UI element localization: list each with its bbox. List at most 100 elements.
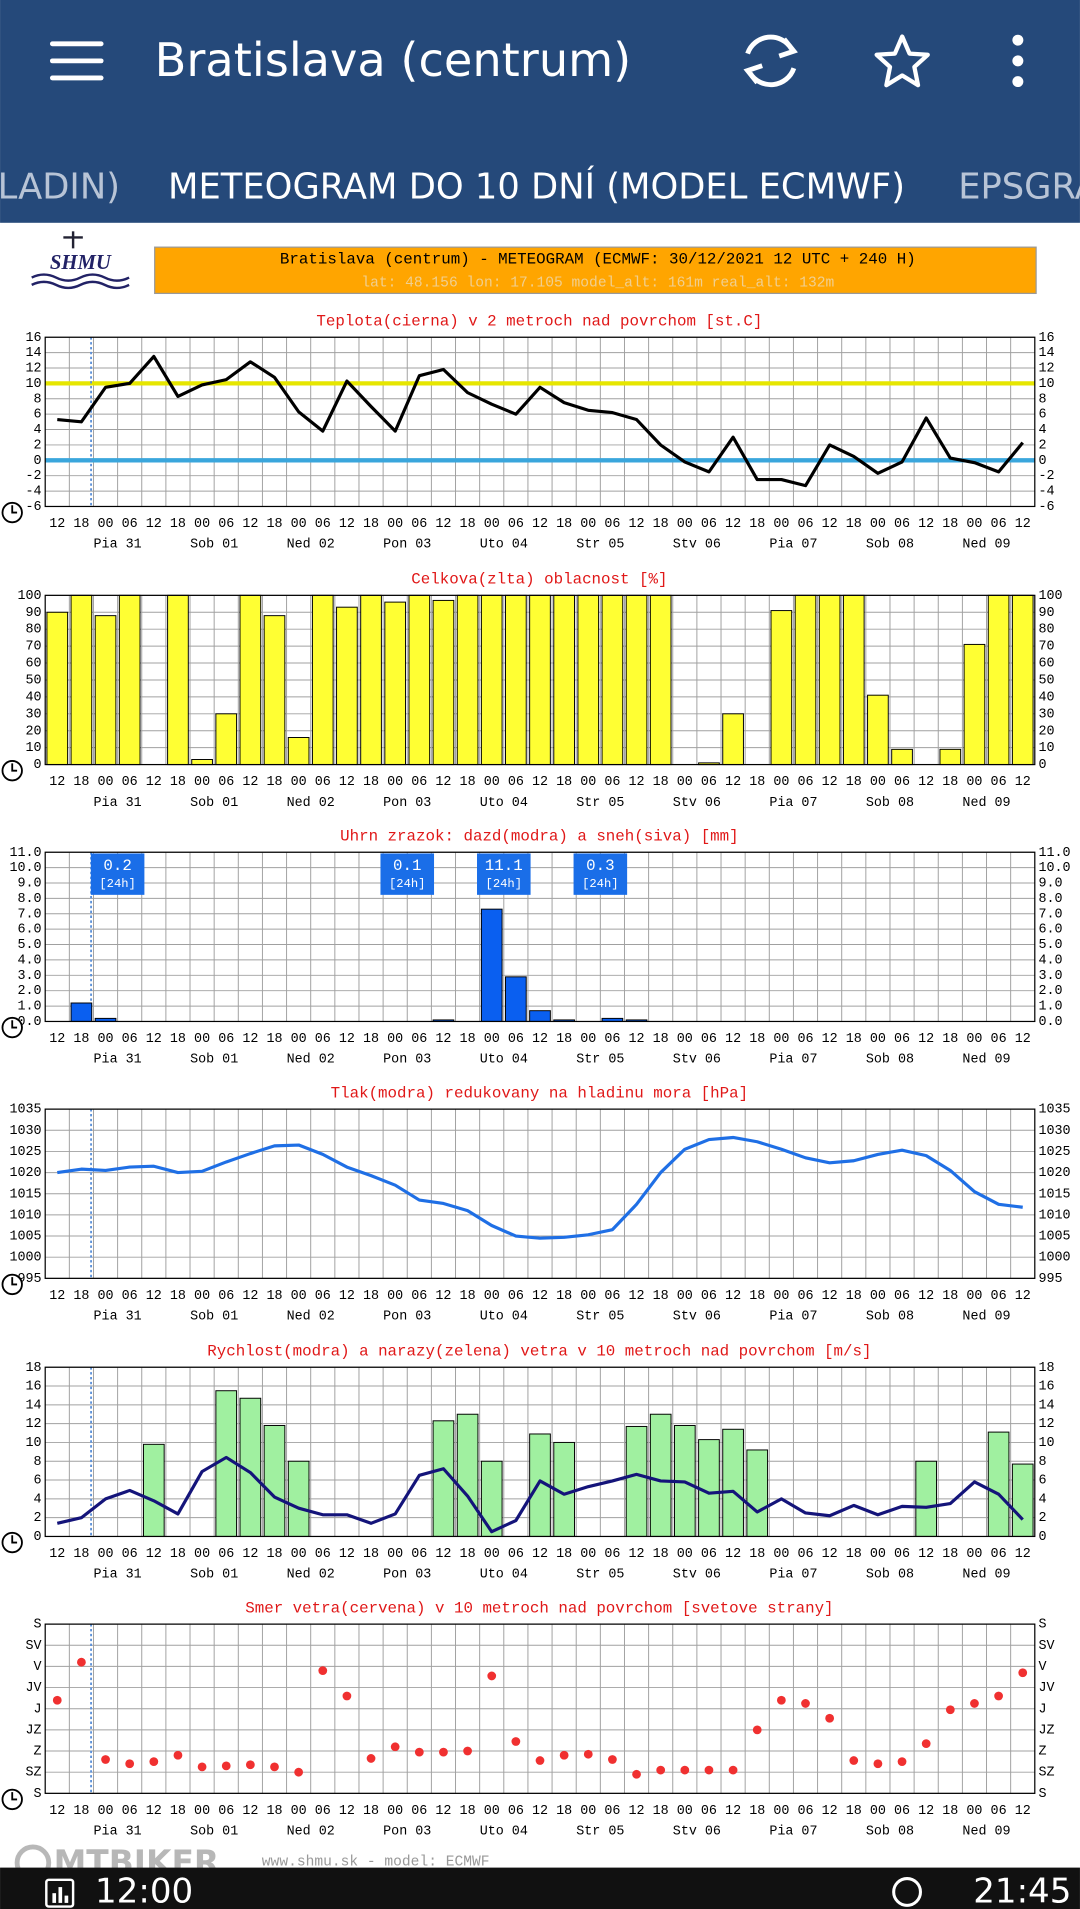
x-tick-label: 12 bbox=[532, 1032, 548, 1047]
x-tick-label: 06 bbox=[218, 1289, 234, 1304]
x-tick-label: 00 bbox=[677, 517, 693, 532]
tab-active[interactable]: METEOGRAM DO 10 DNÍ (MODEL ECMWF) bbox=[168, 166, 905, 208]
y-tick-label-right: 40 bbox=[1038, 690, 1054, 705]
x-tick-label: 12 bbox=[629, 775, 645, 790]
x-tick-label: 12 bbox=[435, 517, 451, 532]
bar bbox=[505, 594, 527, 766]
y-tick-label-right: 0 bbox=[1038, 758, 1046, 773]
x-tick-label: 06 bbox=[508, 1032, 524, 1047]
x-tick-label: 18 bbox=[653, 1547, 669, 1562]
bar bbox=[649, 1413, 672, 1537]
y-tick-label-right: 100 bbox=[1038, 589, 1062, 604]
chart-title: Smer vetra(cervena) v 10 metroch nad pov… bbox=[245, 1599, 833, 1617]
x-tick-label: 12 bbox=[242, 517, 258, 532]
y-tick-label: 18 bbox=[25, 1361, 41, 1376]
x-tick-label: 00 bbox=[484, 517, 500, 532]
x-tick-label: 06 bbox=[411, 1804, 427, 1819]
y-tick-label: SV bbox=[25, 1639, 41, 1654]
x-tick-label: 06 bbox=[604, 1547, 620, 1562]
bar bbox=[480, 594, 503, 766]
y-tick-label-right: 90 bbox=[1038, 606, 1054, 621]
x-tick-label: 18 bbox=[653, 1804, 669, 1819]
tab[interactable]: LADIN) bbox=[0, 167, 120, 208]
bar bbox=[553, 594, 575, 766]
x-tick-label: 18 bbox=[460, 775, 476, 790]
point bbox=[970, 1699, 979, 1708]
day-label: Ned 09 bbox=[962, 1568, 1010, 1583]
x-tick-label: 06 bbox=[315, 1804, 331, 1819]
y-tick-label: V bbox=[34, 1660, 42, 1675]
x-tick-label: 18 bbox=[749, 517, 765, 532]
x-tick-label: 06 bbox=[991, 775, 1007, 790]
x-tick-label: 18 bbox=[363, 775, 379, 790]
y-tick-label-right: 1010 bbox=[1038, 1208, 1070, 1223]
daily-total-unit: [24h] bbox=[99, 877, 135, 891]
y-tick-label-right: 7.0 bbox=[1038, 907, 1062, 922]
y-tick-label-right: S bbox=[1038, 1618, 1046, 1633]
x-tick-label: 12 bbox=[242, 775, 258, 790]
x-tick-label: 00 bbox=[870, 775, 886, 790]
refresh-button[interactable] bbox=[743, 34, 798, 88]
x-tick-label: 06 bbox=[122, 1804, 138, 1819]
x-tick-label: 12 bbox=[822, 517, 838, 532]
x-tick-label: 12 bbox=[435, 775, 451, 790]
x-tick-label: 00 bbox=[870, 1547, 886, 1562]
x-tick-label: 18 bbox=[73, 775, 89, 790]
x-tick-label: 06 bbox=[604, 1804, 620, 1819]
y-tick-label-right: J bbox=[1038, 1702, 1046, 1717]
x-tick-label: 12 bbox=[918, 1289, 934, 1304]
x-tick-label: 00 bbox=[677, 1547, 693, 1562]
x-tick-label: 18 bbox=[170, 517, 186, 532]
x-tick-label: 12 bbox=[49, 1289, 65, 1304]
bar bbox=[867, 694, 889, 766]
x-tick-label: 00 bbox=[291, 1289, 307, 1304]
y-tick-label: 10.0 bbox=[9, 861, 41, 876]
x-tick-label: 18 bbox=[460, 1289, 476, 1304]
x-tick-label: 06 bbox=[894, 1547, 910, 1562]
point bbox=[197, 1762, 207, 1772]
day-label: Str 05 bbox=[576, 796, 624, 811]
menu-button[interactable] bbox=[49, 41, 104, 81]
x-tick-label: 18 bbox=[846, 1289, 862, 1304]
tab[interactable]: EPSGRA bbox=[958, 167, 1080, 208]
chart-title: Teplota(cierna) v 2 metroch nad povrchom… bbox=[316, 313, 762, 331]
daily-total-unit: [24h] bbox=[582, 877, 618, 891]
more-button[interactable] bbox=[1012, 34, 1024, 88]
x-tick-label: 00 bbox=[966, 517, 982, 532]
y-tick-label-right: 1020 bbox=[1038, 1166, 1070, 1181]
y-tick-label-right: 0.0 bbox=[1038, 1015, 1062, 1030]
day-label: Uto 04 bbox=[480, 1825, 528, 1840]
y-tick-label: 6 bbox=[34, 408, 42, 423]
y-tick-label: 30 bbox=[25, 707, 41, 722]
y-tick-label-right: 6 bbox=[1038, 408, 1046, 423]
x-tick-label: 00 bbox=[387, 517, 403, 532]
bar bbox=[70, 594, 93, 766]
x-tick-label: 12 bbox=[242, 1032, 258, 1047]
y-tick-label: 11.0 bbox=[9, 846, 41, 861]
x-tick-label: 12 bbox=[435, 1547, 451, 1562]
x-tick-label: 18 bbox=[556, 1289, 572, 1304]
y-tick-label: 995 bbox=[17, 1272, 41, 1287]
x-tick-label: 12 bbox=[242, 1804, 258, 1819]
day-label: Str 05 bbox=[576, 1825, 624, 1840]
day-label: Stv 06 bbox=[673, 1053, 721, 1068]
y-tick-label-right: 50 bbox=[1038, 673, 1054, 688]
bar bbox=[456, 1413, 479, 1537]
y-tick-label-right: 18 bbox=[1038, 1361, 1054, 1376]
x-tick-label: 06 bbox=[797, 517, 813, 532]
x-tick-label: 00 bbox=[773, 1547, 789, 1562]
status-left: 12:00 bbox=[95, 1872, 193, 1909]
bar bbox=[287, 737, 310, 766]
x-tick-label: 18 bbox=[73, 1289, 89, 1304]
plot-frame bbox=[44, 1366, 1036, 1538]
point bbox=[366, 1754, 376, 1763]
bar bbox=[432, 599, 455, 766]
x-tick-label: 00 bbox=[773, 1804, 789, 1819]
bar bbox=[722, 1428, 744, 1537]
x-tick-label: 12 bbox=[725, 1547, 741, 1562]
x-tick-label: 18 bbox=[460, 1804, 476, 1819]
favorite-button[interactable] bbox=[874, 34, 930, 88]
bar bbox=[770, 610, 793, 766]
y-tick-label: 2.0 bbox=[17, 984, 41, 999]
x-tick-label: 12 bbox=[339, 1547, 355, 1562]
